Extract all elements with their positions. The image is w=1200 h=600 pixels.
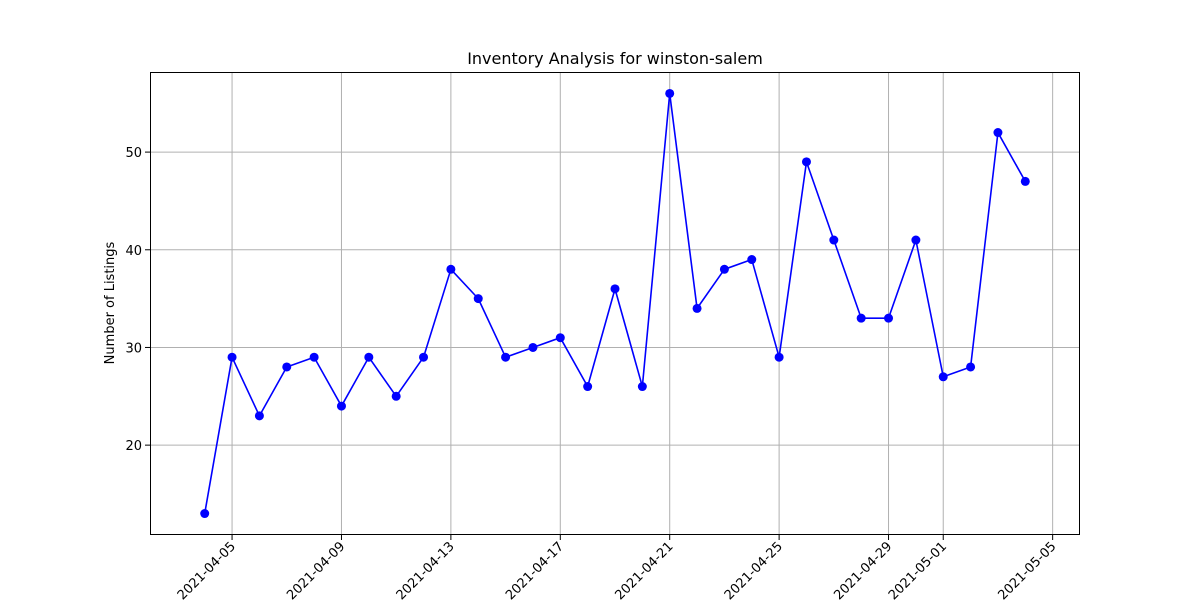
data-point [966,362,976,372]
series-group [200,88,1030,519]
plot-frame [150,72,1080,535]
data-point [938,372,948,382]
data-point [993,128,1003,138]
data-point [719,264,729,274]
data-point [391,391,401,401]
data-point [829,235,839,245]
y-axis-label: Number of Listings [103,241,118,364]
data-point [856,313,866,323]
data-point [774,352,784,362]
data-point [473,294,483,304]
y-tick-label: 20 [125,439,142,454]
data-point [692,303,702,313]
data-point [227,352,237,362]
gridlines [150,72,1080,535]
y-tick-label: 50 [125,146,142,161]
data-point [336,401,346,411]
data-point [254,411,264,421]
data-point [665,88,675,98]
data-point [419,352,429,362]
data-point [747,255,757,265]
data-point [1020,176,1030,186]
y-tick-label: 40 [125,244,142,259]
data-point [282,362,292,372]
data-point [610,284,620,294]
data-point [637,382,647,392]
data-point [555,333,565,343]
data-point [528,342,538,352]
y-tick-label: 30 [125,341,142,356]
data-point [801,157,811,167]
data-point [200,509,210,519]
data-point [583,382,593,392]
data-point [884,313,894,323]
data-point [446,264,456,274]
data-point [911,235,921,245]
data-point [501,352,511,362]
chart-title: Inventory Analysis for winston-salem [467,49,763,68]
data-point [364,352,374,362]
data-point [309,352,319,362]
